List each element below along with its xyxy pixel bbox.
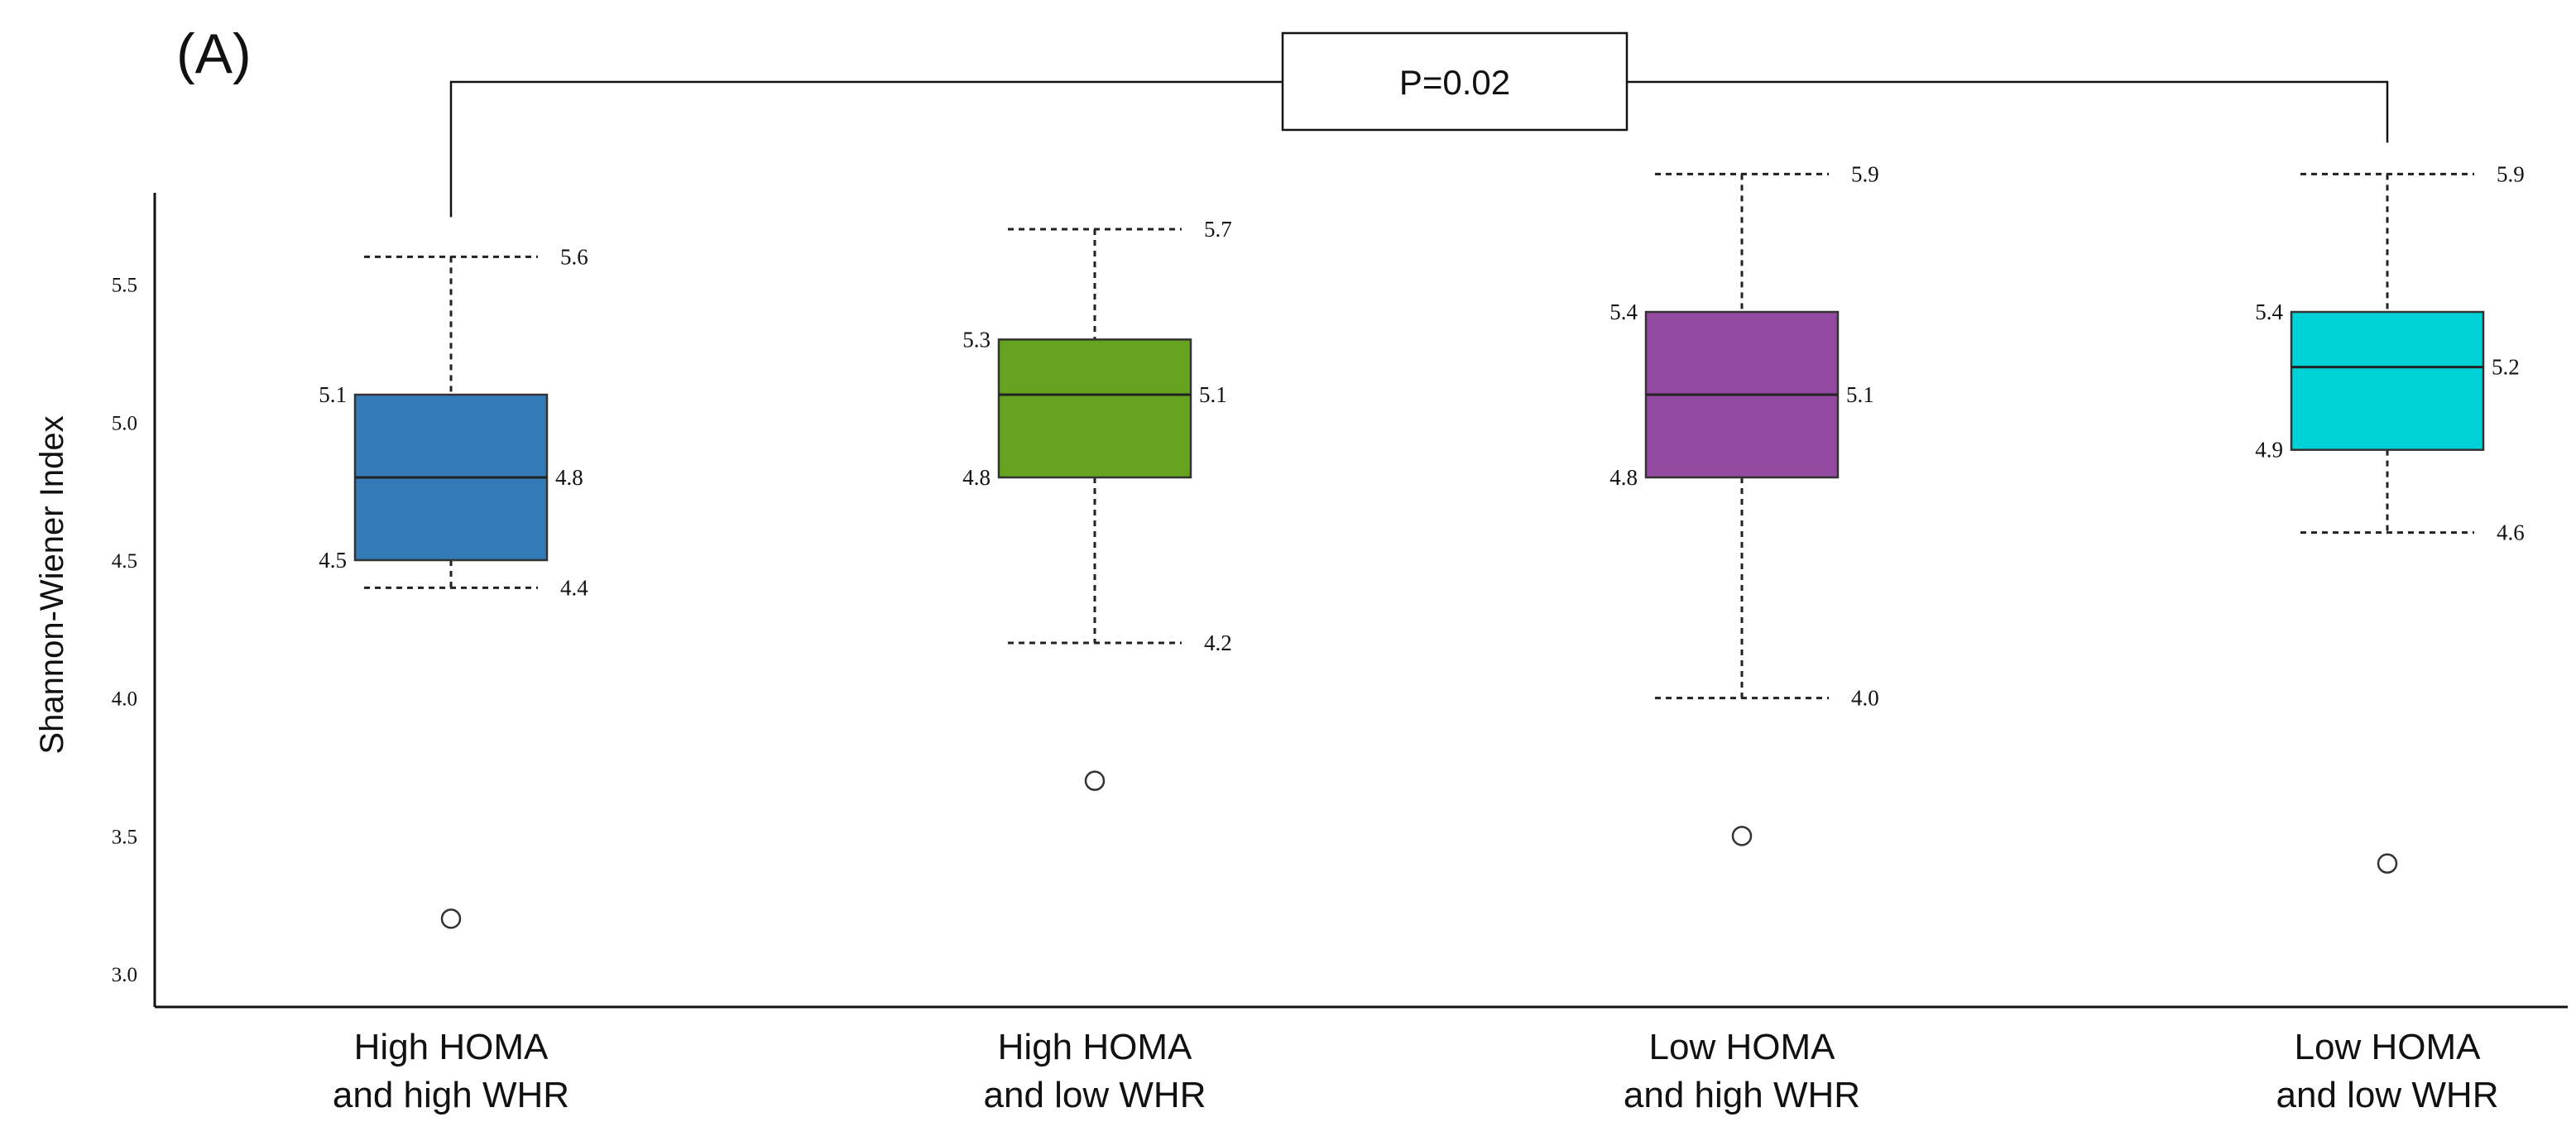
median-label: 5.1 bbox=[1846, 382, 1874, 407]
x-category-label-line: High HOMA bbox=[354, 1027, 549, 1067]
y-tick-label: 5.5 bbox=[112, 275, 137, 297]
y-tick-label: 4.5 bbox=[112, 550, 137, 573]
q3-label: 5.1 bbox=[319, 382, 347, 407]
x-category-labels: High HOMA and high WHR High HOMA and low WH… bbox=[333, 1027, 2499, 1115]
outlier-point bbox=[1731, 826, 1753, 846]
y-tick-label: 4.0 bbox=[112, 688, 137, 711]
box-group: 5.9 5.4 5.2 4.9 4.6 bbox=[2255, 161, 2525, 874]
significance-label: P=0.02 bbox=[1399, 63, 1510, 102]
box-group: 5.7 5.3 5.1 4.8 4.2 bbox=[962, 217, 1232, 791]
min-label: 4.2 bbox=[1204, 630, 1232, 655]
box-groups: 5.6 5.1 4.8 4.5 4.4 5.7 5.3 5.1 4.8 4.2 5.9 5.4 5.1 4… bbox=[319, 161, 2525, 929]
x-category-label-line: and low WHR bbox=[984, 1075, 1206, 1115]
outlier-point bbox=[440, 908, 462, 929]
q3-label: 5.4 bbox=[2255, 300, 2283, 324]
median-label: 5.1 bbox=[1199, 382, 1227, 407]
y-tick-label: 3.0 bbox=[112, 964, 137, 986]
box-group: 5.6 5.1 4.8 4.5 4.4 bbox=[319, 244, 588, 929]
q1-label: 4.8 bbox=[1609, 465, 1638, 490]
iqr-box bbox=[2290, 310, 2485, 451]
y-tick-label: 3.5 bbox=[112, 826, 137, 848]
y-tick-label: 5.0 bbox=[112, 412, 137, 434]
max-label: 5.9 bbox=[1851, 161, 1879, 186]
q1-label: 4.9 bbox=[2255, 438, 2283, 463]
x-category-label-line: High HOMA bbox=[998, 1027, 1192, 1067]
x-category-label: Low HOMA and high WHR bbox=[1624, 1027, 1860, 1115]
outlier-point bbox=[1084, 770, 1106, 791]
x-category-label: Low HOMA and low WHR bbox=[2276, 1027, 2499, 1115]
x-category-label: High HOMA and low WHR bbox=[984, 1027, 1206, 1115]
max-label: 5.6 bbox=[560, 244, 588, 269]
median-label: 5.2 bbox=[2492, 355, 2520, 380]
q1-label: 4.8 bbox=[962, 465, 991, 490]
min-label: 4.6 bbox=[2497, 520, 2525, 545]
q3-label: 5.4 bbox=[1609, 300, 1638, 324]
iqr-box bbox=[997, 338, 1192, 479]
x-category-label-line: and high WHR bbox=[333, 1075, 569, 1115]
x-category-label: High HOMA and high WHR bbox=[333, 1027, 569, 1115]
x-category-label-line: and high WHR bbox=[1624, 1075, 1860, 1115]
q1-label: 4.5 bbox=[319, 548, 347, 573]
x-category-label-line: and low WHR bbox=[2276, 1075, 2499, 1115]
panel-label: (A) bbox=[176, 22, 252, 85]
significance-label-box bbox=[1281, 31, 1629, 132]
outlier-point bbox=[2377, 853, 2398, 874]
max-label: 5.9 bbox=[2497, 161, 2525, 186]
y-axis-label: Shannon-Wiener Index bbox=[34, 415, 70, 754]
x-category-label-line: Low HOMA bbox=[2295, 1027, 2482, 1067]
min-label: 4.4 bbox=[560, 575, 588, 600]
x-category-label-line: Low HOMA bbox=[1649, 1027, 1836, 1067]
significance-bracket: P=0.02 bbox=[449, 31, 2389, 218]
box-group: 5.9 5.4 5.1 4.8 4.0 bbox=[1609, 161, 1879, 846]
y-tick-labels: 3.0 3.5 4.0 4.5 5.0 5.5 bbox=[112, 275, 137, 986]
y-axis: Shannon-Wiener Index 3.0 3.5 4.0 4.5 5.0 5.5 bbox=[34, 193, 156, 1007]
max-label: 5.7 bbox=[1204, 217, 1232, 242]
q3-label: 5.3 bbox=[962, 327, 991, 352]
min-label: 4.0 bbox=[1851, 686, 1879, 711]
median-label: 4.8 bbox=[555, 465, 583, 490]
